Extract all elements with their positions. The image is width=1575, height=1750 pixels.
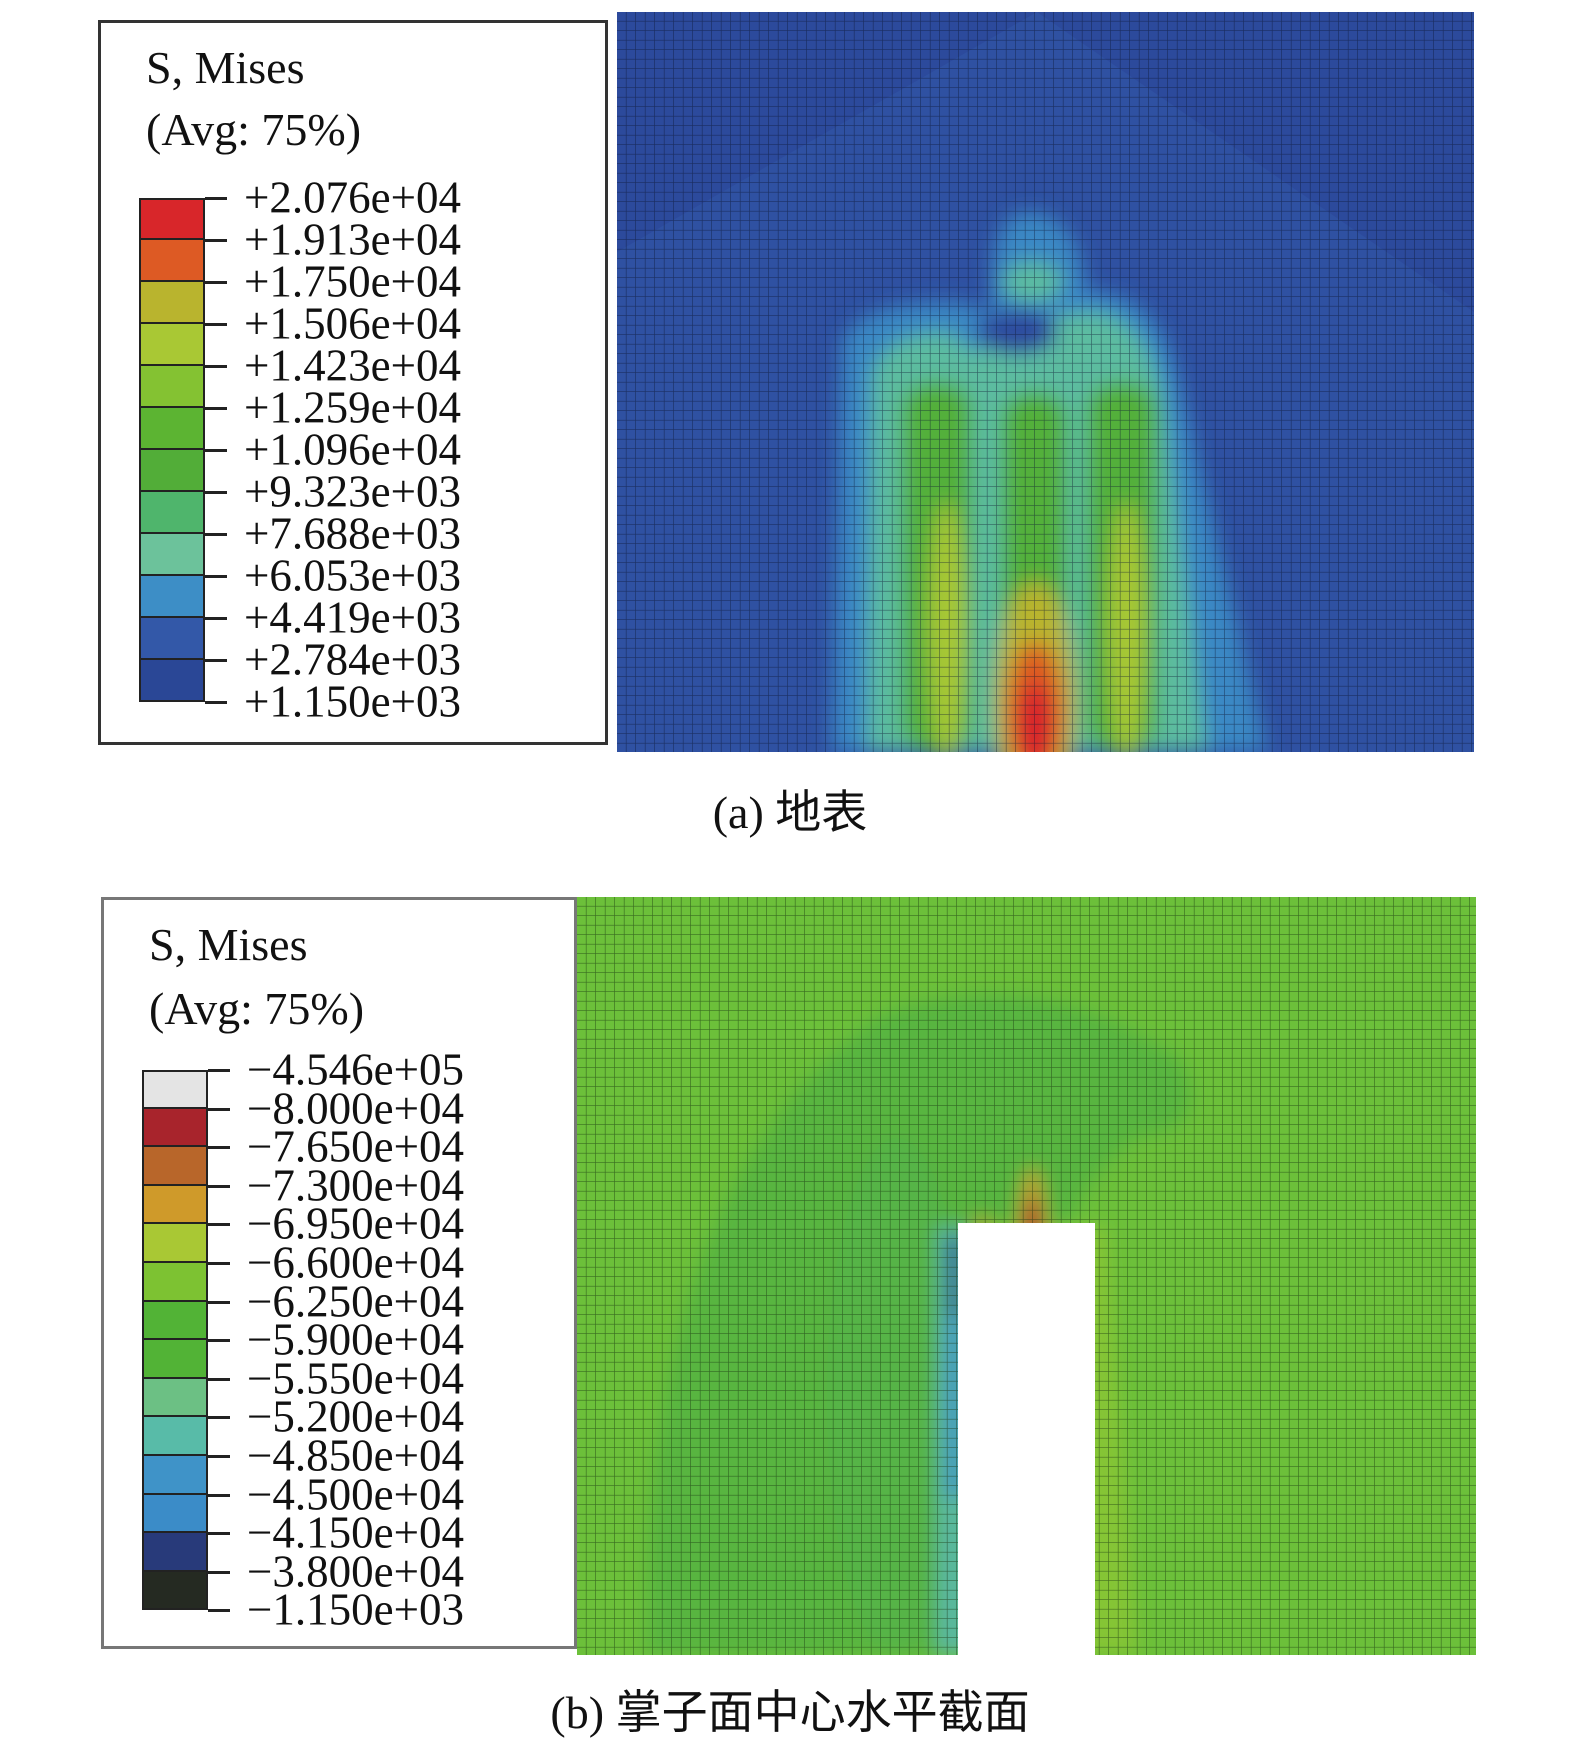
scale-tick [208, 1184, 230, 1188]
scale-tick-label: −4.150e+04 [247, 1507, 464, 1558]
scale-tick-label: +2.784e+03 [244, 634, 461, 685]
scale-tick [208, 1339, 230, 1343]
scale-tick-label: −7.650e+04 [247, 1121, 464, 1172]
scale-tick [205, 575, 227, 578]
scale-tick-label: −5.200e+04 [247, 1391, 464, 1442]
legend-title: S, Mises [149, 919, 308, 970]
scale-tick [205, 533, 227, 536]
color-swatch [142, 1070, 208, 1109]
scale-tick-label: +1.750e+04 [244, 256, 461, 307]
contour-plot-surface [617, 12, 1474, 752]
scale-tick-label: +7.688e+03 [244, 508, 461, 559]
color-swatch [139, 366, 205, 408]
color-swatch [142, 1340, 208, 1379]
scale-tick-label: +1.506e+04 [244, 298, 461, 349]
scale-tick [208, 1532, 230, 1536]
color-swatch [139, 450, 205, 492]
scale-tick-label: +1.423e+04 [244, 340, 461, 391]
scale-tick-label: −6.600e+04 [247, 1237, 464, 1288]
scale-tick [205, 407, 227, 410]
scale-tick-label: −5.550e+04 [247, 1353, 464, 1404]
scale-tick [208, 1069, 230, 1072]
scale-tick [205, 617, 227, 620]
caption-a: (a) 地表 [712, 787, 868, 838]
caption-b: (b) 掌子面中心水平截面 [550, 1687, 1030, 1738]
scale-tick [208, 1493, 230, 1497]
legend-subtitle: (Avg: 75%) [146, 104, 362, 155]
color-swatch [139, 324, 205, 366]
scale-tick [208, 1300, 230, 1304]
scale-tick-label: −3.800e+04 [247, 1546, 464, 1597]
color-swatch [142, 1108, 208, 1148]
color-swatch [139, 408, 205, 450]
color-scale-frame [142, 1070, 208, 1611]
contour-plot-horizontal-section [577, 897, 1476, 1655]
scale-tick [208, 1377, 230, 1381]
scale-tick-label: −4.850e+04 [247, 1430, 464, 1481]
color-swatch [139, 198, 205, 240]
scale-tick [205, 323, 227, 326]
scale-tick [208, 1107, 230, 1111]
legend-panel-b: S, Mises (Avg: 75%) −4.546e+05 −8.000e+04… [101, 897, 577, 1649]
scale-tick [208, 1570, 230, 1574]
scale-tick [205, 701, 227, 704]
color-swatch [139, 534, 205, 576]
legend-title: S, Mises [146, 42, 305, 93]
color-swatch [139, 492, 205, 534]
scale-tick-label: −6.950e+04 [247, 1198, 464, 1249]
color-swatch [139, 282, 205, 324]
scale-tick-label: +6.053e+03 [244, 550, 461, 601]
scale-tick [208, 1223, 230, 1227]
legend-panel-a: S, Mises (Avg: 75%) +2.076e+04 +1.913e+04… [98, 20, 608, 745]
color-swatch [139, 240, 205, 282]
scale-tick-label: +4.419e+03 [244, 592, 461, 643]
color-swatch [139, 618, 205, 660]
color-swatch [142, 1456, 208, 1495]
scale-tick [208, 1455, 230, 1458]
scale-tick-label: −6.250e+04 [247, 1276, 464, 1327]
scale-tick [205, 365, 227, 368]
scale-tick [205, 281, 227, 284]
color-swatch [142, 1147, 208, 1186]
scale-tick-label: −4.546e+05 [247, 1044, 464, 1095]
scale-tick [205, 491, 227, 494]
color-scale-frame [139, 198, 205, 702]
scale-tick [208, 1609, 230, 1613]
scale-tick [208, 1146, 230, 1150]
scale-tick-label: +1.259e+04 [244, 382, 461, 433]
scale-tick-label: −7.300e+04 [247, 1160, 464, 1211]
color-swatch [139, 576, 205, 618]
scale-tick-label: −4.500e+04 [247, 1469, 464, 1520]
scale-tick-label: −5.900e+04 [247, 1314, 464, 1365]
scale-tick [205, 659, 227, 662]
scale-tick-label: +1.150e+03 [244, 676, 461, 727]
scale-tick-label: +2.076e+04 [244, 172, 461, 223]
scale-tick-label: −8.000e+04 [247, 1083, 464, 1134]
scale-tick [205, 449, 227, 452]
color-swatch [142, 1224, 208, 1263]
scale-tick [205, 239, 227, 242]
color-swatch [142, 1301, 208, 1341]
color-swatch [142, 1494, 208, 1534]
tunnel-opening [958, 1223, 1095, 1655]
color-swatch [142, 1417, 208, 1456]
scale-tick-label: +9.323e+03 [244, 466, 461, 517]
color-swatch [142, 1263, 208, 1302]
scale-tick-label: −1.150e+03 [247, 1584, 464, 1635]
scale-tick-label: +1.096e+04 [244, 424, 461, 475]
scale-tick [208, 1262, 230, 1265]
legend-subtitle: (Avg: 75%) [149, 983, 365, 1034]
color-swatch [142, 1533, 208, 1572]
color-swatch [139, 660, 205, 702]
scale-tick [208, 1416, 230, 1420]
scale-tick-label: +1.913e+04 [244, 214, 461, 265]
color-swatch [142, 1185, 208, 1225]
scale-tick [205, 197, 227, 200]
color-swatch [142, 1378, 208, 1418]
